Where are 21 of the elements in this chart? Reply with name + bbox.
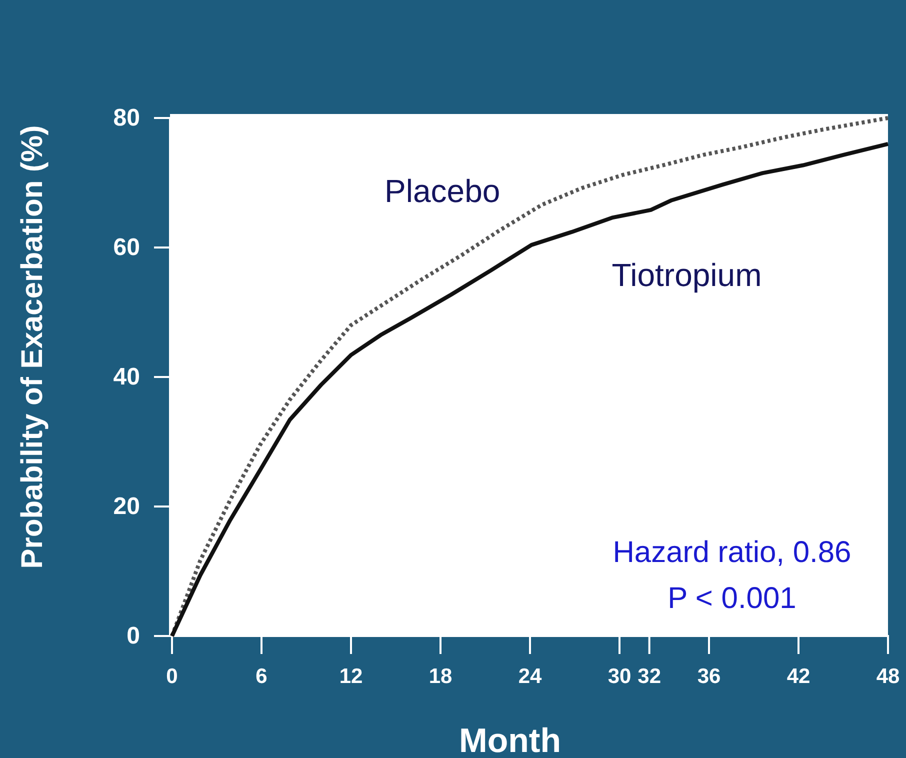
y-axis-title: Probability of Exacerbation (%) — [16, 125, 49, 569]
series-label: Tiotropium — [612, 256, 762, 293]
y-tick-label: 60 — [113, 234, 140, 262]
annotation: P < 0.001 — [668, 582, 796, 615]
x-tick-label: 6 — [256, 664, 268, 688]
x-tick-label: 24 — [518, 664, 542, 688]
x-tick-label: 18 — [428, 664, 452, 688]
y-tick-label: 0 — [126, 622, 140, 650]
y-tick-label: 80 — [113, 104, 140, 132]
series-label: Placebo — [384, 173, 500, 210]
x-tick-label: 36 — [697, 664, 721, 688]
x-tick-label: 0 — [166, 664, 178, 688]
x-axis-title: Month — [459, 722, 561, 758]
y-tick-label: 40 — [113, 364, 140, 391]
x-tick-label: 30 — [608, 664, 632, 688]
x-tick-label: 42 — [786, 664, 810, 688]
x-tick-label: 32 — [638, 664, 662, 688]
y-tick-label: 20 — [113, 493, 140, 520]
x-tick-label: 12 — [339, 664, 363, 688]
x-tick-label: 48 — [876, 664, 900, 688]
annotation: Hazard ratio, 0.86 — [612, 536, 852, 569]
